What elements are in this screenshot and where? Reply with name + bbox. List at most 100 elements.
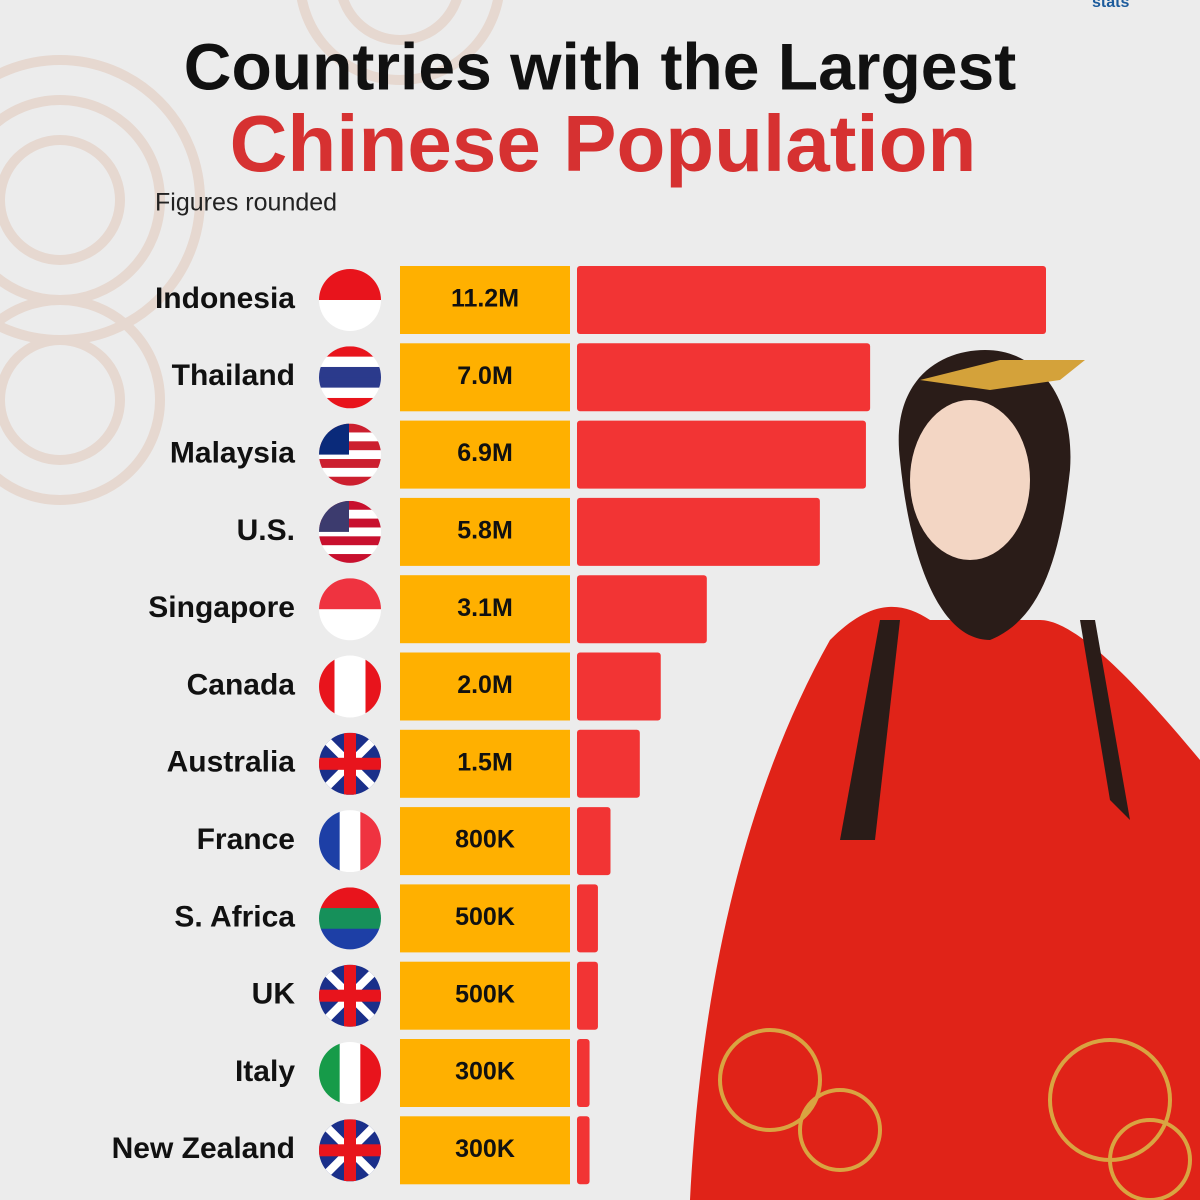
flag-stripe	[334, 655, 351, 718]
bar	[577, 575, 707, 644]
bar	[577, 652, 661, 721]
flag-stripe	[319, 423, 381, 433]
flag-stripe	[319, 908, 381, 930]
flag-stripe	[319, 459, 381, 469]
bar	[577, 1116, 590, 1185]
value-label: 500K	[455, 903, 515, 931]
subtitle: Figures rounded	[155, 189, 337, 217]
flag-stripe	[319, 578, 381, 610]
flag-stripe	[319, 1042, 341, 1104]
category-label: Canada	[187, 668, 296, 701]
category-label: Australia	[167, 746, 296, 779]
flag	[319, 269, 381, 331]
value-box	[400, 1116, 570, 1185]
bar	[577, 1039, 590, 1107]
flag	[319, 423, 381, 486]
value-label: 5.8M	[457, 517, 513, 545]
flag-stripe	[350, 655, 366, 718]
category-label: Thailand	[172, 359, 295, 392]
flag-stripe	[319, 269, 381, 301]
flag	[319, 810, 381, 873]
flag-stripe	[339, 1042, 361, 1104]
value-label: 3.1M	[457, 594, 513, 622]
category-label: Indonesia	[155, 282, 295, 315]
flag-stripe	[319, 300, 381, 331]
flag	[319, 1042, 381, 1104]
flag	[319, 887, 381, 950]
category-label: Singapore	[148, 591, 295, 624]
flag-stripe	[319, 609, 381, 641]
value-box	[400, 729, 570, 798]
flag-stripe	[319, 476, 381, 486]
flag-stripe	[360, 810, 381, 873]
value-label: 500K	[455, 980, 515, 1008]
value-label: 1.5M	[457, 748, 513, 776]
value-box	[400, 575, 570, 644]
flag-cross	[319, 1144, 381, 1157]
flag-stripe	[365, 655, 381, 718]
value-box	[400, 420, 570, 489]
category-label: Italy	[235, 1055, 295, 1088]
flag-stripe	[319, 887, 381, 909]
title-highlight: Chinese Population	[230, 99, 977, 188]
flag-stripe	[339, 810, 361, 873]
bar	[577, 729, 640, 798]
flag-cross	[319, 757, 381, 770]
category-label: UK	[252, 978, 296, 1011]
flag-stripe	[319, 655, 335, 718]
flag	[319, 578, 381, 641]
category-label: France	[197, 823, 295, 856]
flag-stripe	[319, 397, 381, 409]
flag-canton	[319, 500, 349, 532]
category-label: U.S.	[237, 514, 295, 547]
value-label: 7.0M	[457, 362, 513, 390]
value-label: 11.2M	[451, 285, 519, 313]
flag-stripe	[360, 1042, 381, 1104]
value-box	[400, 961, 570, 1030]
flag-stripe	[319, 810, 341, 873]
flag-stripe	[319, 509, 381, 520]
flag-stripe	[319, 536, 381, 546]
bar	[577, 343, 871, 412]
value-box	[400, 884, 570, 953]
flag-stripe	[319, 554, 381, 563]
value-label: 2.0M	[457, 671, 513, 699]
value-label: 300K	[455, 1135, 515, 1163]
flag-stripe	[319, 387, 381, 399]
flag-stripe	[319, 346, 381, 358]
value-label: 300K	[455, 1058, 515, 1086]
category-label: S. Africa	[174, 900, 295, 933]
flag-stripe	[319, 928, 381, 950]
value-box	[400, 343, 570, 412]
flag-stripe	[319, 356, 381, 368]
flag-stripe	[319, 450, 381, 460]
bar	[577, 420, 866, 489]
logo: stats	[1092, 0, 1129, 11]
flag-stripe	[319, 441, 381, 451]
flag	[319, 1119, 381, 1182]
flag	[319, 964, 381, 1027]
flag-stripe	[319, 545, 381, 555]
value-box	[400, 1039, 570, 1107]
woman-illustration	[690, 350, 1200, 1200]
flag-stripe	[319, 527, 381, 537]
flag-canton	[319, 423, 349, 455]
flag-stripe	[319, 500, 381, 511]
value-box	[400, 652, 570, 721]
bar	[577, 807, 611, 876]
flag	[319, 346, 381, 409]
value-label: 800K	[455, 826, 515, 854]
category-label: Malaysia	[170, 437, 295, 470]
flag-stripe	[319, 467, 381, 478]
category-label: New Zealand	[112, 1132, 295, 1165]
flag	[319, 732, 381, 795]
value-box	[400, 497, 570, 566]
value-box	[400, 807, 570, 876]
value-box	[400, 266, 570, 334]
flag	[319, 655, 381, 718]
bar	[577, 961, 598, 1030]
flag-stripe	[319, 366, 381, 378]
value-label: 6.9M	[457, 439, 513, 467]
